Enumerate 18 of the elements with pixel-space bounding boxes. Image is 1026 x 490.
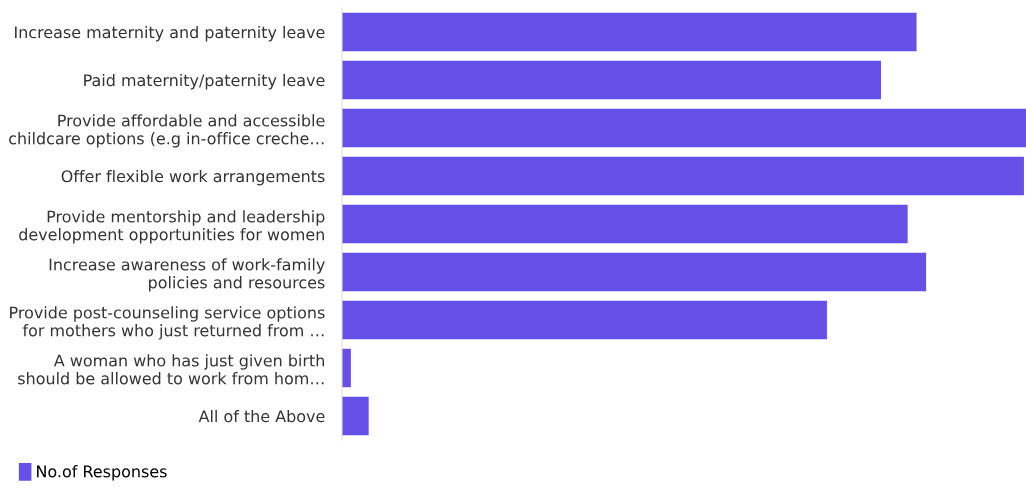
bar bbox=[342, 60, 881, 100]
y-tick-label: Provide post-counseling service options for mothers who just returned from … bbox=[10, 306, 325, 340]
y-tick-label: Provide mentorship and leadership development opportunities for women bbox=[19, 210, 325, 244]
bar bbox=[342, 252, 927, 292]
y-tick-label: Paid maternity/paternity leave bbox=[84, 73, 325, 90]
bar bbox=[342, 204, 908, 244]
y-tick-label: Increase awareness of work-family policies and resources bbox=[49, 258, 325, 292]
bar bbox=[342, 156, 1024, 196]
y-tick-label: A woman who has just given birth should be allowed to work from hom… bbox=[18, 354, 324, 385]
y-tick-label: All of the Above bbox=[198, 409, 325, 423]
bar bbox=[342, 396, 369, 436]
y-tick-label: Increase maternity and paternity leave bbox=[15, 25, 325, 42]
bar bbox=[342, 108, 1026, 148]
bar bbox=[342, 12, 917, 52]
y-tick-label: Offer flexible work arrangements bbox=[61, 169, 325, 186]
legend-label: No.of Responses bbox=[37, 465, 167, 481]
y-tick-label: Provide affordable and accessible childcare options (e.g in-office creche… bbox=[9, 114, 325, 148]
bar bbox=[342, 300, 827, 340]
